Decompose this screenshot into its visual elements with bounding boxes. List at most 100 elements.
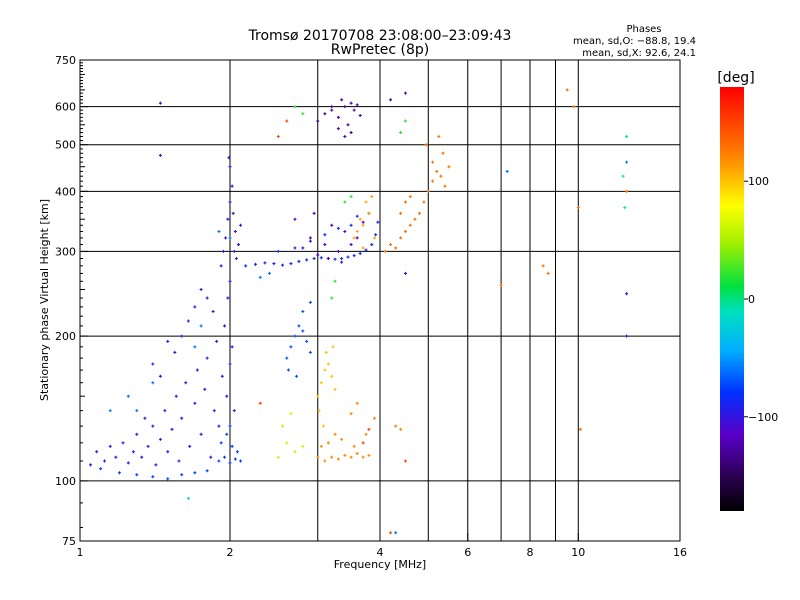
data-point: [158, 153, 162, 157]
data-point: [343, 453, 347, 457]
data-point: [99, 467, 103, 471]
data-point: [399, 131, 403, 135]
data-point: [276, 455, 280, 459]
data-point: [151, 362, 155, 366]
x-tick-label: 6: [464, 546, 471, 559]
data-point: [235, 450, 239, 454]
data-point: [293, 105, 297, 109]
chart-subtitle: RwPretec (8p): [331, 42, 429, 58]
data-point: [239, 459, 243, 463]
data-point: [95, 450, 99, 454]
data-points: [89, 88, 629, 535]
colorbar-tick-label: −100: [748, 411, 778, 424]
data-point: [205, 469, 209, 473]
data-point: [276, 135, 280, 139]
x-tick-label: 1: [77, 546, 84, 559]
data-point: [228, 165, 232, 169]
data-point: [403, 119, 407, 123]
data-point: [361, 455, 365, 459]
data-point: [203, 387, 207, 391]
data-point: [285, 441, 289, 445]
stats-line-o: mean, sd,O: −88.8, 19.4: [573, 36, 696, 47]
data-point: [166, 477, 170, 481]
data-point: [205, 356, 209, 360]
colorbar: [720, 87, 744, 511]
data-point: [340, 437, 344, 441]
data-point: [180, 334, 184, 338]
data-point: [285, 119, 289, 123]
data-point: [330, 296, 334, 300]
data-point: [135, 473, 139, 477]
data-point: [625, 135, 629, 139]
data-point: [108, 409, 112, 413]
y-tick-label: 200: [55, 330, 76, 343]
data-point: [226, 217, 230, 221]
chart-title: Tromsø 20170708 23:08:00–23:09:43: [248, 28, 512, 44]
data-point: [330, 455, 334, 459]
data-point: [193, 345, 197, 349]
data-point: [217, 424, 221, 428]
data-point: [272, 262, 276, 266]
data-point: [225, 394, 229, 398]
data-point: [215, 339, 219, 343]
data-point: [324, 350, 328, 354]
data-point: [403, 459, 407, 463]
data-point: [121, 441, 125, 445]
data-point: [211, 310, 215, 314]
data-point: [447, 165, 451, 169]
data-point: [403, 91, 407, 95]
x-tick-label: 16: [673, 546, 687, 559]
data-point: [546, 271, 550, 275]
data-point: [297, 324, 301, 328]
data-point: [367, 453, 371, 457]
data-point: [173, 350, 177, 354]
data-point: [209, 455, 213, 459]
data-point: [301, 310, 305, 314]
data-point: [166, 339, 170, 343]
data-point: [340, 256, 344, 260]
data-point: [289, 345, 293, 349]
x-tick-label: 10: [571, 546, 585, 559]
grid-lines: [80, 60, 680, 541]
data-point: [228, 424, 232, 428]
data-point: [117, 471, 121, 475]
data-point: [146, 444, 150, 448]
data-point: [103, 459, 107, 463]
data-point: [295, 374, 299, 378]
data-point: [293, 450, 297, 454]
data-point: [234, 256, 238, 260]
data-point: [565, 88, 569, 92]
data-point: [355, 103, 359, 107]
data-point: [331, 345, 335, 349]
data-point: [143, 416, 147, 420]
data-point: [230, 444, 234, 448]
data-point: [195, 368, 199, 372]
data-point: [358, 252, 362, 256]
colorbar-ticks: 100 0 −100: [744, 175, 778, 424]
data-point: [177, 459, 181, 463]
data-point: [199, 324, 203, 328]
data-point: [333, 257, 337, 261]
data-point: [158, 374, 162, 378]
data-point: [212, 409, 216, 413]
data-point: [225, 432, 229, 436]
data-point: [349, 223, 353, 227]
data-point: [312, 256, 316, 260]
data-point: [233, 457, 237, 461]
data-point: [373, 236, 377, 240]
data-point: [199, 287, 203, 291]
data-point: [443, 184, 447, 188]
data-point: [408, 223, 412, 227]
data-point: [158, 101, 162, 105]
data-point: [158, 437, 162, 441]
data-point: [281, 424, 285, 428]
data-point: [193, 305, 197, 309]
data-point: [186, 496, 190, 500]
data-point: [355, 229, 359, 233]
data-point: [301, 246, 305, 250]
data-point: [140, 455, 144, 459]
data-point: [232, 249, 236, 253]
data-point: [89, 463, 93, 467]
data-point: [316, 394, 320, 398]
data-point: [349, 455, 353, 459]
